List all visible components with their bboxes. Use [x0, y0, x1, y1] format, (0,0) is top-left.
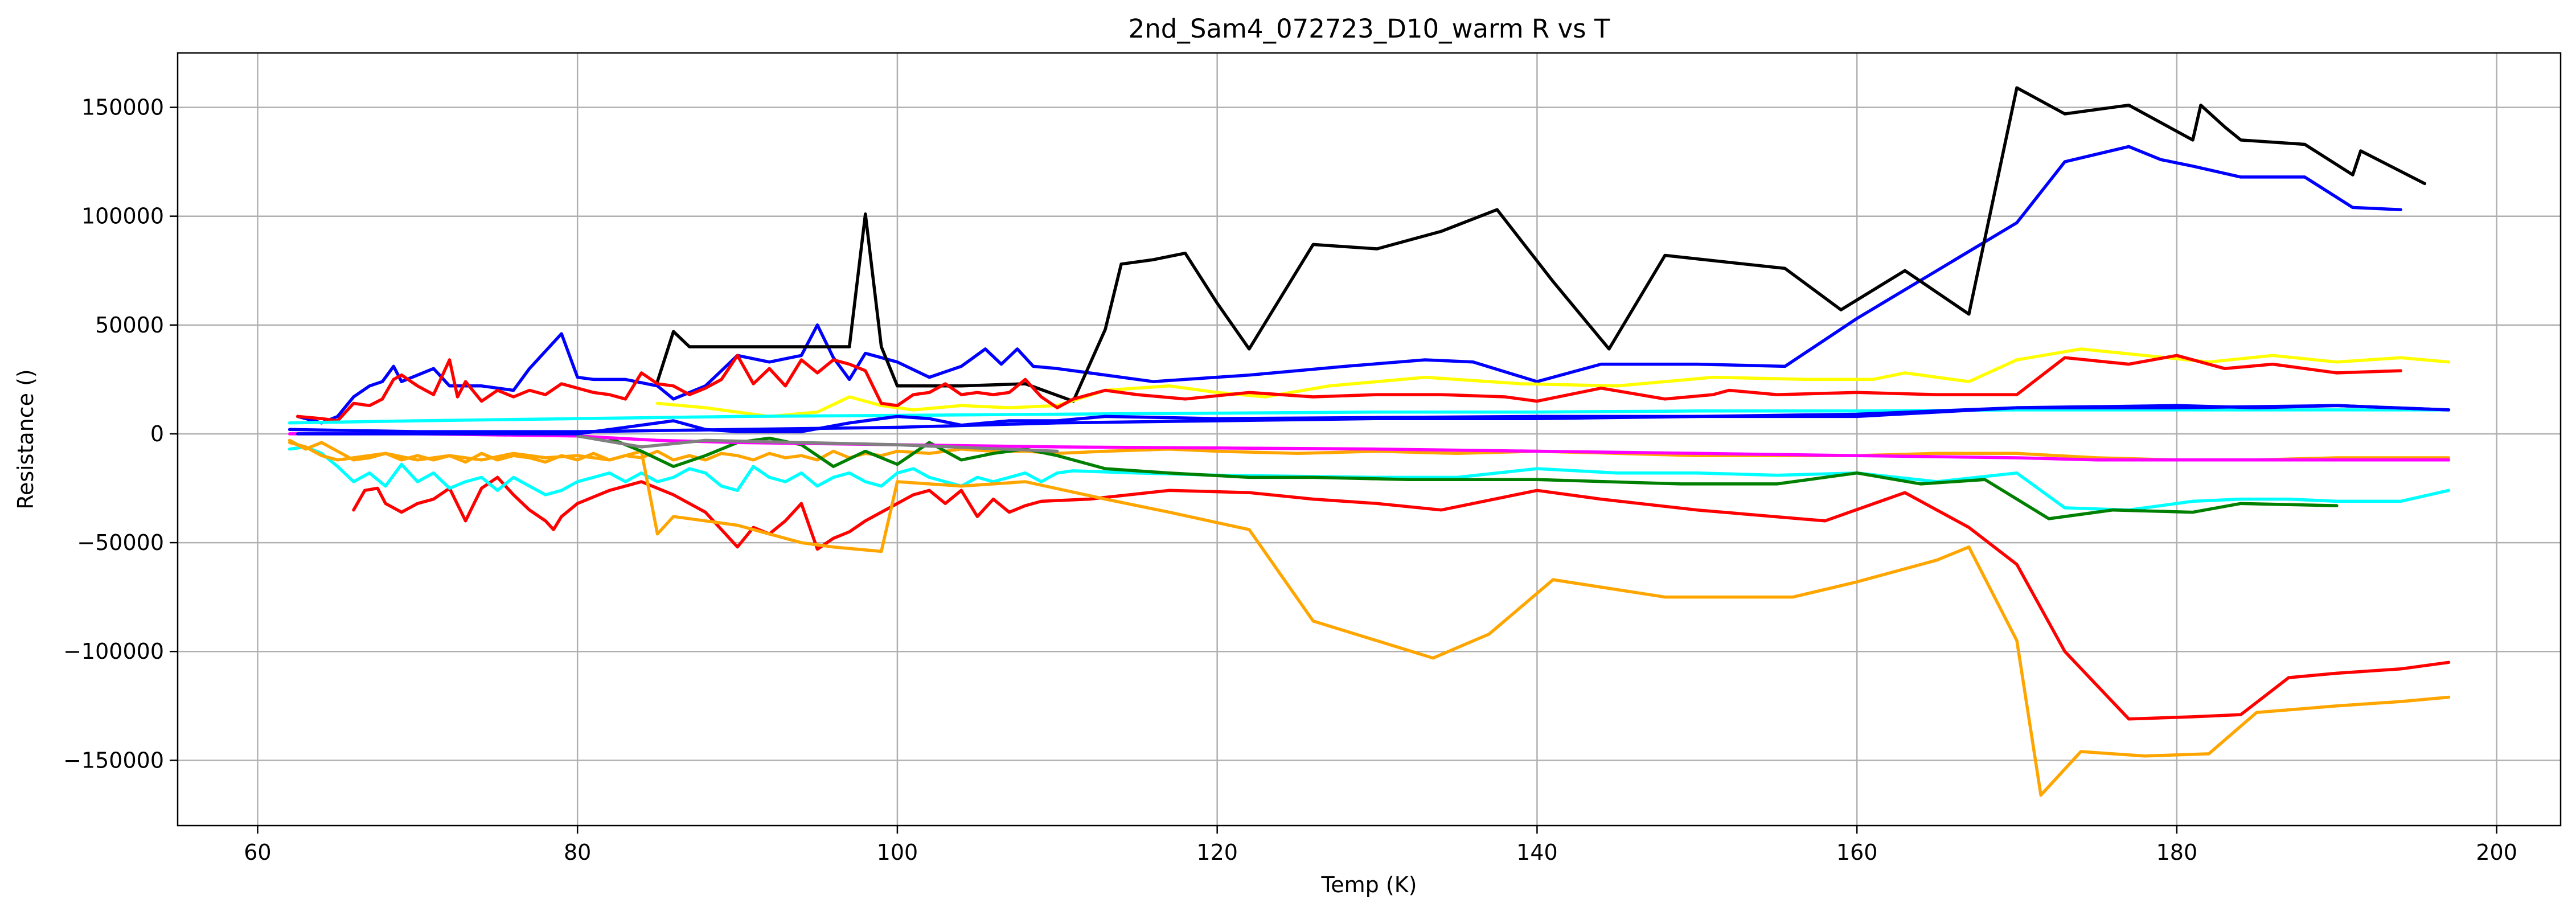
series-line-1 [296, 145, 2402, 425]
series-line-11 [576, 434, 1059, 453]
series-line-12 [288, 408, 2451, 425]
series-line-10 [288, 432, 2451, 462]
x-tick-label: 180 [2156, 840, 2198, 865]
y-tick-label: 150000 [81, 95, 164, 120]
series-lines [288, 86, 2451, 797]
y-tick-label: −100000 [63, 639, 164, 664]
series-line-2 [655, 86, 2427, 403]
chart-title: 2nd_Sam4_072723_D10_warm R vs T [1129, 14, 1610, 44]
series-line-6 [288, 445, 2451, 512]
x-tick-label: 160 [1836, 840, 1878, 865]
plot-frame [177, 52, 2562, 827]
series-line-5 [352, 475, 2451, 721]
series-line-4 [296, 354, 2402, 422]
x-tick-label: 60 [244, 840, 271, 865]
series-line-9 [608, 436, 2339, 520]
x-tick-label: 100 [877, 840, 918, 865]
grid-lines [178, 53, 2561, 826]
x-tick-label: 140 [1516, 840, 1558, 865]
y-tick-label: −50000 [77, 530, 164, 555]
x-tick-label: 120 [1196, 840, 1238, 865]
y-tick-label: 0 [150, 421, 164, 446]
y-tick-label: −150000 [63, 748, 164, 773]
y-tick-label: 50000 [95, 313, 164, 338]
x-tick-label: 80 [564, 840, 591, 865]
y-tick-label: 100000 [81, 204, 164, 229]
x-axis-label: Temp (K) [1321, 872, 1417, 897]
series-line-8 [288, 438, 2451, 464]
axis-ticks: 60 80 100 120 140 160 180 200 −150000 −100000 −500… [63, 95, 2517, 865]
x-tick-label: 200 [2476, 840, 2517, 865]
y-axis-label: Resistance () [13, 369, 38, 510]
series-line-3 [655, 347, 2451, 418]
series-line-14 [296, 404, 2451, 436]
